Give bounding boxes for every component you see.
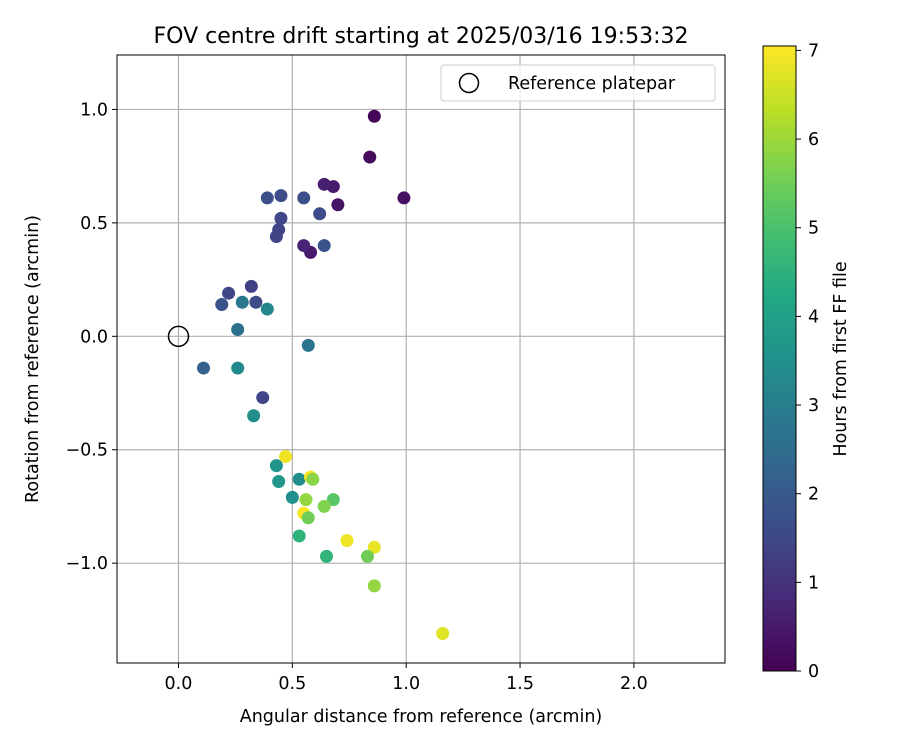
- scatter-point: [222, 286, 236, 300]
- scatter-point: [301, 511, 315, 525]
- scatter-point: [340, 533, 354, 547]
- colorbar-tick-label: 0: [808, 662, 819, 682]
- scatter-point: [197, 361, 211, 375]
- scatter-point: [367, 109, 381, 123]
- scatter-point: [247, 409, 261, 423]
- y-tick-label: 0.0: [80, 327, 108, 347]
- grid: [117, 55, 725, 663]
- colorbar-tick-label: 5: [808, 219, 819, 239]
- colorbar-ticks: 0 1 2 3 4 5 6 7: [796, 41, 819, 682]
- scatter-point: [269, 459, 283, 473]
- y-axis-label: Rotation from reference (arcmin): [23, 215, 43, 503]
- y-tick-label: −0.5: [66, 441, 109, 461]
- scatter-point: [285, 490, 299, 504]
- scatter-points: [197, 109, 450, 641]
- scatter-point: [272, 475, 286, 489]
- scatter-point: [319, 549, 333, 563]
- scatter-point: [317, 177, 331, 191]
- scatter-point: [301, 338, 315, 352]
- scatter-point: [363, 150, 377, 164]
- scatter-point: [269, 229, 283, 243]
- scatter-point: [260, 302, 274, 316]
- scatter-point: [331, 198, 345, 212]
- x-tick-label: 0.5: [278, 674, 306, 694]
- scatter-point: [367, 540, 381, 554]
- colorbar-tick-label: 7: [808, 41, 819, 61]
- scatter-point: [235, 295, 249, 309]
- y-tick-label: 0.5: [80, 214, 108, 234]
- scatter-point: [292, 472, 306, 486]
- colorbar: [763, 46, 796, 671]
- scatter-point: [279, 450, 293, 464]
- reference-marker-group: [167, 325, 190, 348]
- x-tick-label: 2.0: [620, 674, 648, 694]
- scatter-point: [231, 361, 245, 375]
- colorbar-label: Hours from first FF file: [831, 261, 851, 456]
- scatter-point: [215, 298, 229, 312]
- scatter-point: [306, 472, 320, 486]
- scatter-point: [317, 239, 331, 253]
- colorbar-frame: [762, 45, 797, 672]
- scatter-point: [244, 279, 258, 293]
- y-tick-label: 1.0: [80, 100, 108, 120]
- scatter-point: [326, 493, 340, 507]
- reference-platepar-marker: [167, 325, 190, 348]
- y-tick-label: −1.0: [66, 554, 109, 574]
- x-axis-label: Angular distance from reference (arcmin): [240, 707, 603, 727]
- colorbar-tick-label: 6: [808, 130, 819, 150]
- scatter-point: [297, 191, 311, 205]
- scatter-point: [249, 295, 263, 309]
- colorbar-tick-label: 2: [808, 485, 819, 505]
- scatter-point: [317, 499, 331, 513]
- scatter-point: [292, 529, 306, 543]
- scatter-point: [274, 189, 288, 203]
- colorbar-tick-label: 4: [808, 307, 819, 327]
- legend-marker-icon: [458, 72, 480, 94]
- chart-title: FOV centre drift starting at 2025/03/16 …: [154, 24, 689, 49]
- scatter-point: [360, 549, 374, 563]
- legend-box: [440, 64, 716, 102]
- scatter-point: [274, 211, 288, 225]
- x-tick-label: 1.5: [506, 674, 534, 694]
- scatter-point: [231, 323, 245, 337]
- y-axis-ticks: 1.0 0.5 0.0 −0.5 −1.0: [66, 100, 117, 574]
- x-axis-ticks: 0.0 0.5 1.0 1.5 2.0: [165, 663, 648, 694]
- scatter-point: [367, 579, 381, 593]
- scatter-point: [256, 391, 270, 405]
- legend: Reference platepar: [440, 64, 716, 102]
- scatter-point: [436, 627, 450, 641]
- colorbar-tick-label: 1: [808, 573, 819, 593]
- x-tick-label: 0.0: [165, 674, 193, 694]
- scatter-point: [397, 191, 411, 205]
- scatter-point: [297, 239, 311, 253]
- scatter-point: [260, 191, 274, 205]
- x-tick-label: 1.0: [392, 674, 420, 694]
- legend-label: Reference platepar: [508, 74, 676, 94]
- plot-frame: [116, 54, 726, 664]
- colorbar-tick-label: 3: [808, 396, 819, 416]
- scatter-point: [299, 493, 313, 507]
- scatter-point: [313, 207, 327, 221]
